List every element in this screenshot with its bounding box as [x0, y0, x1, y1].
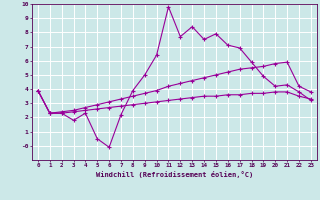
X-axis label: Windchill (Refroidissement éolien,°C): Windchill (Refroidissement éolien,°C)	[96, 171, 253, 178]
